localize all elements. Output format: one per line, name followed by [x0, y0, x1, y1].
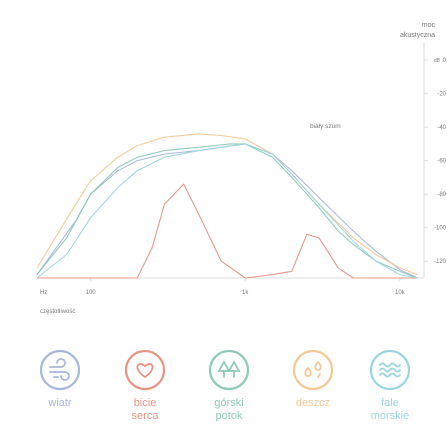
legend-label-line: górski	[214, 397, 244, 409]
white-noise-annotation: biały szum	[310, 123, 341, 130]
heart-icon	[136, 363, 154, 379]
x-tick-label: 100	[86, 290, 97, 296]
heart-shape	[136, 363, 154, 379]
wind-stroke	[49, 371, 70, 381]
x-tick-label: 1k	[242, 290, 249, 296]
series-line-sea_waves	[36, 143, 418, 279]
y-axis-title-line1: moc	[422, 22, 436, 29]
legend-ring-wind	[39, 349, 81, 391]
wave-line	[379, 362, 401, 368]
wind-icon	[49, 358, 70, 381]
y-tick-label: -120	[434, 259, 447, 265]
rain-drop	[304, 366, 312, 377]
legend-ring-mountain_stream	[208, 349, 250, 391]
trees-icon	[217, 360, 241, 378]
series-line-mountain_stream	[36, 143, 418, 279]
legend-label-heartbeat[interactable]: bicie serca	[105, 397, 185, 423]
tree-trunk	[223, 370, 235, 378]
legend-item-heartbeat[interactable]	[124, 349, 166, 391]
legend-label-line: morskie	[370, 410, 410, 422]
rain-streak	[317, 373, 321, 378]
rain-drop	[314, 360, 322, 371]
rain-drops-icon	[304, 360, 322, 378]
y-tick-label: 0	[443, 58, 447, 64]
legend-label-line: fale	[381, 397, 399, 409]
legend-ring-rain	[292, 349, 334, 391]
series-line-rain	[36, 133, 418, 276]
x-axis-title: częstotliwość	[40, 309, 75, 315]
y-tick-label: -80	[437, 192, 446, 198]
y-axis-title-line2: akustyczna	[400, 32, 435, 39]
y-tick-label: -60	[437, 159, 446, 165]
y-unit-label: dB	[434, 58, 441, 64]
y-tick-label: -100	[434, 226, 447, 232]
legend-label-line: wiatr	[48, 397, 72, 409]
legend-label-wind[interactable]: wiatr	[20, 397, 100, 410]
legend-label-mountain_stream[interactable]: górski potok	[189, 397, 269, 423]
legend-item-wind[interactable]	[39, 349, 81, 391]
wind-stroke	[49, 358, 66, 368]
legend-item-sea_waves[interactable]	[369, 349, 411, 391]
legend-label-line: deszcz	[295, 397, 331, 409]
x-tick-label: 10k	[395, 290, 406, 296]
tree-shape	[227, 360, 241, 372]
x-unit-label: Hz	[40, 290, 47, 296]
legend-item-mountain_stream[interactable]	[208, 349, 250, 391]
waves-icon	[379, 362, 401, 378]
y-tick-label: -20	[437, 92, 446, 98]
legend-label-line: bicie	[133, 397, 157, 409]
legend-label-rain[interactable]: deszcz	[273, 397, 353, 410]
wave-line	[379, 372, 401, 378]
legend-label-line: serca	[131, 410, 159, 422]
y-tick-label: -40	[437, 125, 446, 131]
wave-line	[379, 367, 401, 373]
tree-shape	[217, 360, 231, 372]
series-line-heartbeat	[37, 183, 418, 279]
legend-ring-heartbeat	[124, 349, 166, 391]
series-line-wind	[36, 143, 418, 279]
legend-label-sea_waves[interactable]: fale morskie	[350, 397, 430, 423]
legend-ring-sea_waves	[369, 349, 411, 391]
legend-label-line: potok	[215, 410, 243, 422]
legend-item-rain[interactable]	[292, 349, 334, 391]
